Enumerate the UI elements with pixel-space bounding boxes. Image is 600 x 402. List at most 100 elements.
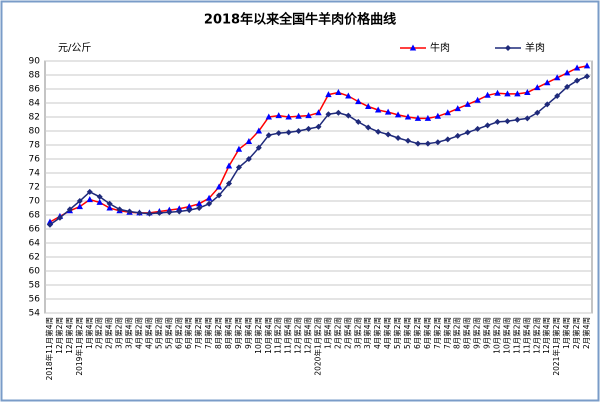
x-tick-label: 4月第4周 [382, 317, 392, 349]
point [384, 108, 392, 115]
x-tick-label: 1月第4周 [322, 317, 332, 349]
y-tick-label: 68 [29, 211, 41, 221]
point [295, 128, 302, 134]
point [56, 214, 63, 221]
point [375, 128, 382, 135]
point [86, 196, 93, 203]
point [176, 205, 183, 212]
x-tick-label: 6月第4周 [422, 317, 432, 349]
point [374, 106, 382, 113]
point [315, 109, 322, 116]
point [365, 124, 372, 131]
x-tick-label: 9月第4周 [482, 317, 492, 349]
y-tick-label: 66 [29, 225, 41, 235]
y-tick-label: 58 [29, 281, 41, 291]
x-tick-label: 3月第4周 [124, 317, 134, 349]
point [405, 137, 412, 144]
point [305, 112, 312, 119]
point [395, 135, 402, 141]
x-tick-label: 2018年11月第4周 [44, 317, 54, 380]
point [494, 89, 501, 96]
point [524, 115, 531, 122]
point [156, 209, 163, 216]
point [186, 203, 193, 210]
point [454, 105, 461, 112]
x-tick-label: 8月第4周 [223, 317, 233, 349]
x-tick-label: 3月第4周 [362, 317, 372, 349]
legend-label: 牛肉 [430, 41, 450, 54]
point [524, 89, 531, 95]
point [136, 209, 143, 216]
point [385, 131, 392, 138]
point [46, 221, 53, 228]
y-tick-label: 76 [29, 155, 41, 165]
x-tick-label: 5月第4周 [163, 317, 173, 349]
point [106, 200, 113, 207]
point [106, 204, 113, 211]
point [514, 90, 521, 97]
y-tick-label: 60 [29, 267, 41, 277]
x-tick-label: 2月第4周 [342, 317, 352, 349]
legend-marker [505, 45, 511, 51]
point [245, 156, 252, 162]
y-tick-label: 72 [29, 183, 40, 193]
point [494, 118, 501, 125]
x-tick-label: 11月第4周 [521, 317, 531, 354]
point [474, 125, 481, 132]
point [225, 180, 232, 187]
point [315, 123, 322, 130]
x-tick-label: 11月第4周 [283, 317, 293, 354]
x-tick-label: 12月第4周 [541, 317, 551, 354]
y-tick-label: 84 [29, 99, 41, 109]
y-tick-label: 64 [29, 239, 41, 249]
point [355, 118, 362, 125]
x-tick-label: 12月第2周 [531, 317, 541, 354]
point [206, 200, 213, 207]
y-tick-label: 62 [29, 253, 40, 263]
point [365, 103, 372, 109]
point [235, 145, 243, 152]
point [166, 209, 173, 216]
point [454, 132, 461, 139]
point [584, 73, 591, 80]
y-tick-label: 80 [29, 127, 41, 137]
point [275, 112, 282, 119]
point [444, 109, 451, 116]
point [96, 193, 103, 200]
point [424, 140, 431, 147]
point [265, 113, 272, 120]
x-tick-label: 8月第2周 [452, 317, 462, 349]
point [96, 198, 103, 205]
y-tick-label: 88 [29, 71, 41, 81]
point [534, 84, 541, 91]
point [255, 127, 263, 134]
x-tick-label: 5月第2周 [153, 317, 163, 349]
point [414, 114, 422, 121]
x-tick-label: 12月第2周 [54, 317, 64, 354]
point [275, 130, 282, 137]
point [335, 109, 342, 116]
point [255, 144, 262, 151]
point [474, 96, 481, 103]
point [116, 206, 123, 213]
point [225, 162, 233, 169]
point [196, 205, 203, 211]
x-tick-label: 5月第2周 [392, 317, 402, 349]
x-tick-label: 11月第2周 [273, 317, 283, 354]
x-tick-label: 7月第2周 [432, 317, 442, 349]
point [66, 206, 73, 213]
point [76, 198, 83, 204]
point [355, 98, 362, 105]
x-tick-label: 2月第2周 [571, 317, 581, 349]
point [195, 200, 203, 207]
x-tick-label: 2月第4周 [104, 317, 114, 349]
point [563, 69, 571, 76]
x-tick-label: 10月第2周 [492, 317, 502, 354]
point [414, 140, 421, 147]
point [265, 132, 272, 139]
x-tick-label: 11月第2周 [511, 317, 521, 354]
y-tick-label: 78 [29, 141, 41, 151]
legend-marker [409, 44, 417, 51]
